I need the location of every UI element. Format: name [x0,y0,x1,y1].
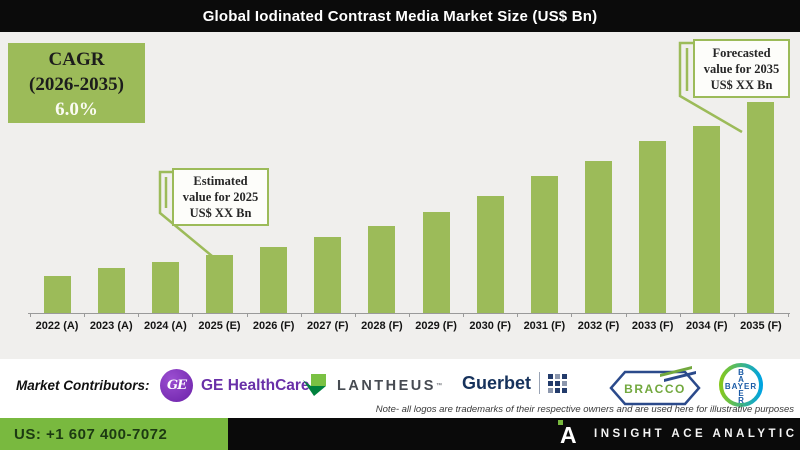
trademark-note: Note- all logos are trademarks of their … [375,404,794,415]
ge-healthcare-logo: GE GE HealthCare [160,369,310,402]
x-axis-tick [409,313,410,317]
bayer-cross-icon: BAYER B A E R [719,363,763,407]
x-tick-label: 2022 (A) [35,320,79,332]
x-tick-label: 2034 (F) [685,320,728,332]
x-tick-label: 2026 (F) [252,320,295,332]
brand-banner: A INSIGHT ACE ANALYTIC [556,418,798,450]
lantheus-wordmark: LANTHEUS [337,378,436,394]
x-tick-label: 2024 (A) [143,320,187,332]
x-axis-tick [463,313,465,317]
ge-monogram-icon: GE [160,369,193,402]
bracco-logo: BRACCO [608,366,702,410]
bayer-letter: R [738,396,744,405]
bar-2024-a- [151,262,179,313]
bar-2028-f- [368,226,396,313]
x-tick-label: 2033 (F) [631,320,674,332]
callout-line: Forecasted [712,45,771,60]
bar-2032-f- [585,161,612,313]
callout-line: US$ XX Bn [710,77,773,92]
x-tick-label: 2027 (F) [306,320,349,332]
cagr-value: 6.0% [55,99,98,120]
bar-2023-a- [97,268,125,313]
market-contributors-label: Market Contributors: [16,378,150,393]
brand-name: INSIGHT ACE ANALYTIC [594,428,798,440]
x-axis-tick [679,313,681,317]
x-tick-label: 2030 (F) [469,320,511,332]
guerbet-divider [539,372,541,394]
x-tick-label: 2023 (A) [89,320,133,332]
insight-ace-logo-icon: A [556,419,582,449]
x-axis-tick [192,313,194,317]
bar-2025-e- [206,255,233,313]
bar-2030-f- [476,196,504,313]
guerbet-grid-icon [548,373,568,393]
trademark-symbol: ™ [435,383,442,389]
phone-number: US: +1 607 400-7072 [14,425,168,443]
x-tick-label: 2028 (F) [361,320,403,332]
x-axis-tick [788,313,789,317]
callout-line: US$ XX Bn [189,206,252,220]
x-tick-label: 2029 (F) [415,320,457,332]
cagr-badge: CAGR (2026-2035) 6.0% [8,43,145,123]
x-axis-tick [300,313,302,317]
x-axis-tick [246,313,248,317]
bracco-hexagon-icon: BRACCO [609,366,701,406]
lantheus-icon [303,374,326,396]
x-tick-label: 2035 (F) [740,320,782,332]
ge-monogram-letters: GE [166,378,187,393]
logo-green-dot [558,420,563,425]
x-axis-ticks [30,313,789,318]
bar-plot [30,32,788,313]
phone-banner: US: +1 607 400-7072 [0,418,228,450]
page-title: Global Iodinated Contrast Media Market S… [202,7,598,25]
bayer-letter: E [738,389,744,398]
x-tick-label: 2031 (F) [523,320,566,332]
x-tick-label: 2025 (E) [198,320,241,332]
bayer-letter: B [738,368,744,377]
bayer-letter: A [738,375,744,384]
bottom-bar: US: +1 607 400-7072 A INSIGHT ACE ANALYT… [0,418,800,450]
callout-line: Estimated [193,174,248,188]
bar-2022-a- [43,276,71,313]
bracco-wordmark: BRACCO [624,382,686,396]
bayer-horizontal-letters: BAYER [725,382,757,391]
x-axis-tick [138,313,140,317]
x-axis-tick [733,313,735,317]
bar-2034-f- [693,126,721,313]
callout-line: value for 2035 [703,61,780,76]
bar-2029-f- [422,212,450,313]
x-axis-tick [571,313,573,317]
x-axis-labels: 2022 (A) 2023 (A) 2024 (A) 2025 (E) 2026 (F)… [30,320,788,336]
bar-2033-f- [639,141,667,313]
x-tick-label: 2032 (F) [577,320,620,332]
callout-line: value for 2025 [182,190,259,204]
x-axis-tick [84,313,86,317]
x-axis-tick [354,313,356,317]
guerbet-logo: Guerbet [462,372,568,394]
bayer-logo: BAYER B A E R [718,362,764,408]
x-axis-tick [625,313,627,317]
bar-2031-f- [530,176,558,313]
title-bar: Global Iodinated Contrast Media Market S… [0,0,800,32]
x-axis-tick [30,313,31,317]
guerbet-wordmark: Guerbet [462,372,532,393]
bar-2026-f- [260,247,288,313]
lantheus-logo: LANTHEUS ™ [303,374,442,398]
cagr-period: (2026-2035) [29,74,124,95]
bar-2027-f- [314,237,342,313]
contributors-strip: Market Contributors: GE GE HealthCare LA… [0,359,800,418]
callout-forecasted-2035: Forecasted value for 2035 US$ XX Bn [693,39,790,98]
callout-estimated-2025: Estimated value for 2025 US$ XX Bn [172,168,269,226]
logo-a-glyph: A [560,422,577,448]
bar-2035-f- [747,102,775,313]
ge-healthcare-wordmark: GE HealthCare [201,376,310,394]
cagr-label: CAGR [48,49,105,70]
x-axis-tick [517,313,519,317]
